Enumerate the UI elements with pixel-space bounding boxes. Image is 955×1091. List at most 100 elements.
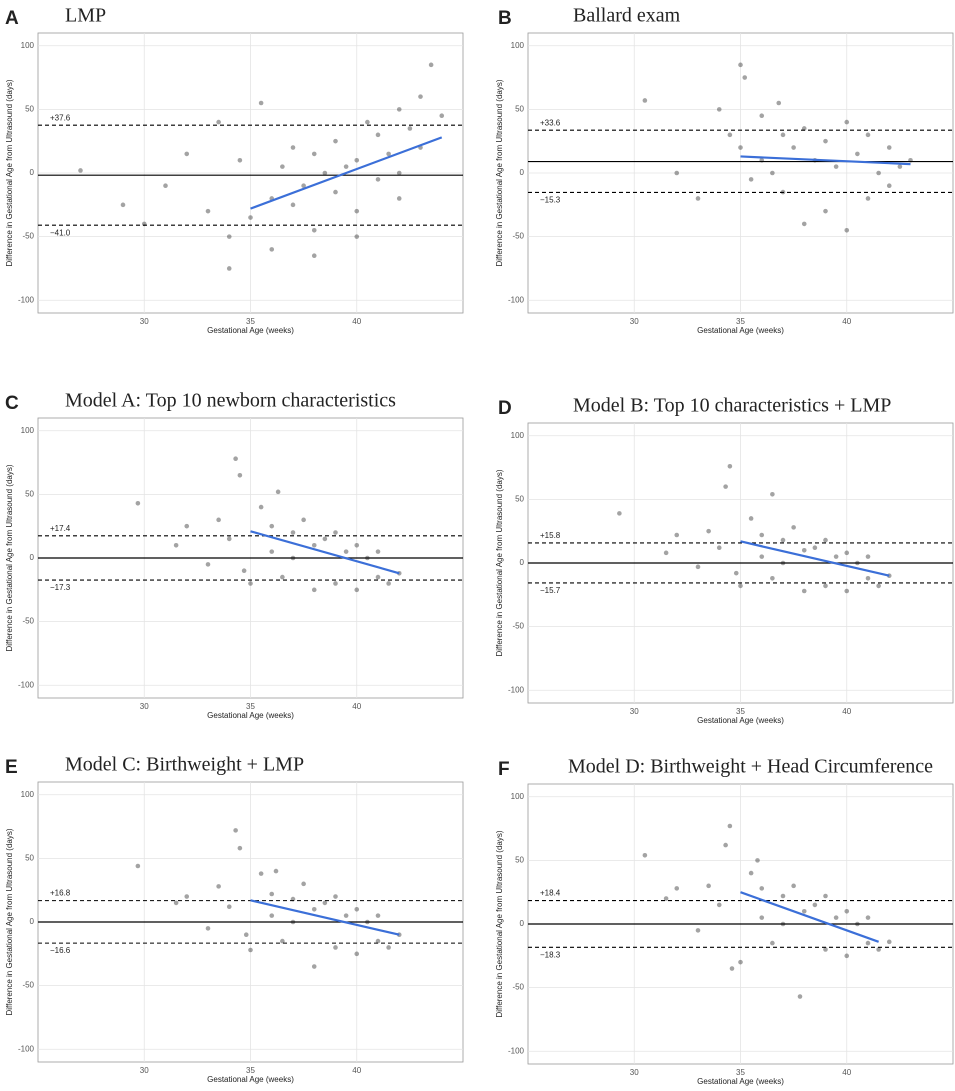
point: [759, 886, 765, 891]
fit-line: [250, 136, 443, 210]
limit-label: −41.0: [50, 228, 71, 237]
point: [759, 554, 765, 559]
point: [428, 62, 434, 68]
point: [748, 516, 754, 521]
x-tick-label: 40: [352, 317, 361, 326]
point: [205, 208, 211, 214]
point: [248, 581, 253, 586]
point: [269, 913, 275, 918]
point: [876, 583, 881, 589]
point: [770, 491, 775, 497]
point: [617, 511, 622, 516]
point: [184, 151, 190, 157]
point: [290, 145, 296, 150]
point: [343, 164, 349, 169]
x-tick-label: 30: [630, 1068, 639, 1077]
point: [375, 574, 381, 580]
point: [865, 940, 871, 946]
point: [375, 549, 381, 554]
y-tick-label: 0: [520, 919, 525, 928]
point: [233, 456, 238, 462]
point: [375, 132, 381, 138]
point: [770, 940, 775, 946]
point: [801, 221, 807, 227]
point: [365, 119, 370, 125]
panel-letter: E: [5, 757, 18, 778]
point: [780, 893, 786, 899]
point: [729, 966, 735, 971]
point: [727, 463, 733, 469]
point: [823, 537, 828, 543]
x-axis-label: Gestational Age (weeks): [207, 326, 294, 335]
point: [386, 945, 391, 950]
point: [642, 852, 648, 858]
y-tick-label: -50: [512, 622, 524, 631]
point: [333, 581, 338, 586]
point: [706, 528, 711, 534]
point: [759, 532, 765, 538]
point: [833, 164, 839, 169]
panel: B Ballard exam -100 -50 0 50 100 30 35 40 Gestatio…: [495, 5, 954, 335]
panel-letter: D: [498, 398, 512, 419]
point: [163, 183, 168, 189]
point: [723, 842, 728, 848]
point: [748, 177, 754, 182]
point: [237, 472, 243, 478]
x-axis-label: Gestational Age (weeks): [697, 326, 784, 335]
point: [333, 530, 338, 535]
point: [716, 545, 722, 551]
x-tick-label: 35: [246, 317, 255, 326]
panel-letter: C: [5, 393, 19, 414]
x-tick-label: 30: [140, 1066, 149, 1075]
point: [354, 542, 360, 548]
y-axis-label: Difference in Gestational Age from Ultra…: [5, 464, 14, 651]
panel-title: Ballard exam: [573, 5, 681, 27]
point: [727, 823, 733, 829]
point: [716, 107, 722, 112]
point: [801, 126, 807, 131]
limit-label: −15.3: [540, 196, 561, 205]
x-tick-label: 40: [842, 707, 851, 716]
point: [886, 183, 892, 189]
point: [184, 523, 190, 529]
point: [674, 532, 680, 538]
point: [233, 828, 238, 833]
fit-line: [740, 155, 911, 166]
point: [354, 234, 360, 239]
y-axis-label: Difference in Gestational Age from Ultra…: [495, 469, 504, 656]
point: [135, 863, 141, 869]
point: [791, 145, 796, 150]
point: [759, 915, 765, 920]
point: [812, 902, 818, 908]
panel-title: Model B: Top 10 characteristics + LMP: [573, 395, 891, 417]
x-axis-label: Gestational Age (weeks): [207, 711, 294, 720]
point: [78, 168, 83, 173]
x-tick-label: 30: [140, 702, 149, 711]
point: [301, 183, 306, 189]
point: [269, 891, 275, 897]
point: [770, 575, 775, 581]
point: [823, 893, 828, 899]
x-tick-label: 40: [842, 1068, 851, 1077]
y-tick-label: -50: [22, 232, 34, 241]
point: [135, 500, 141, 506]
y-tick-label: 50: [25, 104, 34, 113]
point: [727, 132, 733, 138]
panel: F Model D: Birthweight + Head Circumferen…: [495, 756, 954, 1086]
point: [791, 525, 796, 530]
point: [738, 145, 743, 150]
point: [855, 151, 860, 157]
x-tick-label: 30: [630, 707, 639, 716]
point: [396, 107, 402, 112]
y-tick-label: 100: [21, 41, 35, 50]
panel-letter: F: [498, 759, 510, 780]
point: [776, 100, 782, 106]
y-tick-label: 50: [25, 489, 34, 498]
point: [396, 196, 402, 201]
y-tick-label: 0: [520, 558, 525, 567]
point: [258, 504, 264, 510]
point: [237, 157, 243, 163]
point: [322, 536, 328, 542]
y-tick-label: 50: [515, 104, 524, 113]
point: [801, 547, 807, 553]
